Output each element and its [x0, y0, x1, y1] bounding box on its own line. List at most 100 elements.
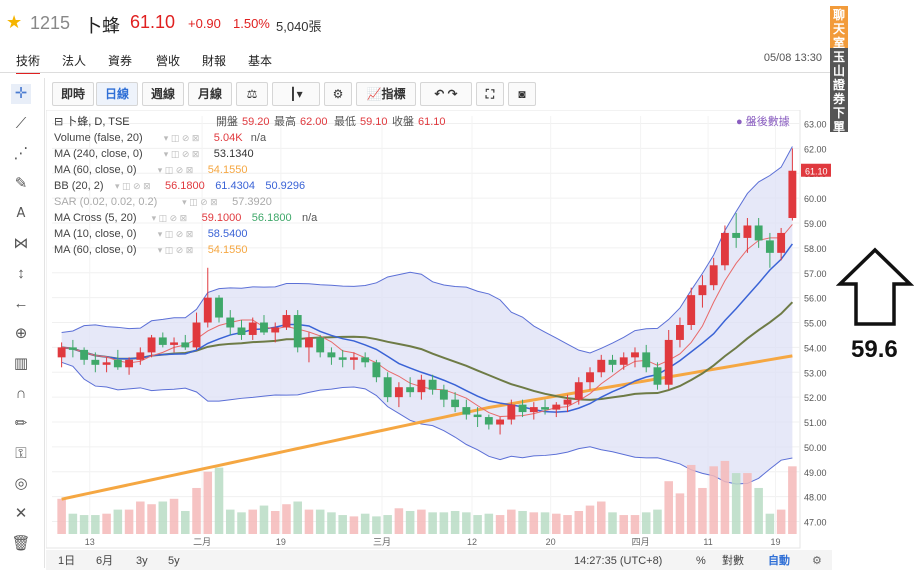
tab-margin[interactable]: 資券	[108, 54, 133, 68]
candle-body	[248, 322, 257, 335]
legend-indicator-label: MA (240, close, 0)	[54, 148, 143, 160]
tools-icon[interactable]: ✕	[14, 505, 28, 522]
volume-bar	[675, 493, 685, 534]
legend-value: 58.5400	[208, 228, 248, 240]
legend-value: 50.9296	[265, 180, 305, 192]
volume-bar	[293, 501, 302, 534]
chatroom-button[interactable]: 聊天室	[830, 6, 848, 52]
bar-tool-icon[interactable]: ▥	[13, 355, 29, 372]
candle-body	[125, 359, 134, 368]
back-arrow-icon[interactable]: ←	[13, 295, 29, 312]
tab-revenue[interactable]: 營收	[156, 54, 181, 68]
volume-bar	[360, 513, 370, 534]
volume-bar	[765, 513, 775, 534]
range-button-r3[interactable]: 3y	[136, 555, 148, 567]
x-tick-label: 三月	[373, 537, 391, 547]
legend-controls-icon: ▾ ◫ ⊘ ⊠	[164, 133, 200, 143]
candle-body	[226, 317, 235, 328]
volume-bar	[405, 510, 415, 534]
candle-body	[496, 419, 505, 425]
volume-bar	[349, 516, 359, 534]
candle-body	[698, 285, 707, 296]
pattern-icon[interactable]: ⋈	[13, 235, 29, 252]
afterhours-label: ● 盤後數據	[736, 114, 790, 128]
tab-institutional[interactable]: 法人	[62, 54, 87, 68]
magnet-icon[interactable]: ∩	[15, 385, 27, 402]
legend-indicator-label: BB (20, 2)	[54, 180, 104, 192]
eye-icon[interactable]: ◎	[14, 475, 28, 492]
tab-financials[interactable]: 財報	[202, 54, 227, 68]
crosshair-icon[interactable]: ✛	[11, 84, 31, 104]
candle-body	[147, 337, 156, 353]
candle-body	[439, 389, 448, 400]
lock-icon[interactable]: ⚿	[15, 445, 27, 462]
undo-redo-icon[interactable]: ↶ ↷	[420, 82, 472, 106]
range-button-r2[interactable]: 6月	[96, 555, 113, 567]
text-tool-icon[interactable]: A	[16, 206, 26, 221]
up-arrow-icon	[836, 247, 914, 326]
candle-body	[529, 407, 538, 413]
volume-bar	[124, 509, 134, 534]
volume-bar	[641, 512, 651, 534]
volume-bar	[574, 510, 584, 534]
monthly-button[interactable]: 月線	[188, 82, 232, 106]
volume-bar	[417, 509, 426, 534]
pencil-lock-icon[interactable]: ✏	[14, 415, 28, 432]
y-tick-label: 49.00	[804, 468, 827, 478]
volume-bar	[259, 505, 269, 534]
trash-icon[interactable]: 🗑	[11, 535, 31, 552]
indicator-button[interactable]: 📈指標	[356, 82, 416, 106]
candle-body	[417, 379, 426, 393]
divider	[0, 72, 830, 73]
range-button-r1[interactable]: 1日	[58, 555, 75, 567]
auto-toggle[interactable]: 自動	[768, 553, 790, 567]
brush-icon[interactable]: ✎	[14, 175, 28, 192]
drawing-toolbar: ✛ ⟋ ⋰ ✎ A ⋈ ↕ ← ⊕ ▥ ∩ ✏ ⚿ ◎ ✕ 🗑	[0, 78, 45, 568]
legend-close: 61.10	[418, 116, 446, 128]
volume-bar	[439, 512, 449, 534]
y-tick-label: 52.00	[804, 393, 827, 403]
fullscreen-icon[interactable]: ⛶	[476, 82, 504, 106]
camera-icon[interactable]: ◙	[508, 82, 536, 106]
daily-button[interactable]: 日線	[96, 82, 138, 106]
legend-low: 59.10	[360, 116, 388, 128]
candle-body	[507, 404, 516, 420]
log-toggle[interactable]: 對數	[722, 553, 744, 567]
legend-value: 57.3920	[232, 196, 272, 208]
realtime-button[interactable]: 即時	[52, 82, 94, 106]
percent-toggle[interactable]: %	[696, 555, 706, 567]
x-tick-label: 四月	[632, 537, 650, 547]
candle-body	[113, 359, 122, 368]
legend-controls-icon: ▾ ◫ ⊘ ⊠	[164, 149, 200, 159]
legend-value: n/a	[251, 132, 267, 144]
x-tick-label: 二月	[193, 537, 211, 547]
legend-high: 62.00	[300, 116, 328, 128]
favorite-star-icon[interactable]: ★	[6, 12, 23, 32]
candle-body	[102, 362, 111, 365]
settings-gear-icon[interactable]: ⚙	[324, 82, 352, 106]
candle-body	[68, 347, 77, 350]
x-tick-label: 19	[771, 537, 781, 547]
y-tick-label: 47.00	[804, 518, 827, 528]
weekly-button[interactable]: 週線	[142, 82, 184, 106]
measure-icon[interactable]: ↕	[17, 265, 25, 282]
price-change-percent: 1.50%	[233, 16, 270, 31]
broker-order-button[interactable]: 玉山證券下單	[830, 48, 848, 134]
tab-basics[interactable]: 基本	[248, 54, 273, 68]
compare-icon[interactable]: ⚖	[236, 82, 268, 106]
last-price-label: 61.10	[805, 167, 828, 177]
chart-style-icon[interactable]: ┃▾	[272, 82, 320, 106]
y-tick-label: 53.00	[804, 368, 827, 378]
bollinger-upper-line	[61, 146, 793, 354]
zoom-icon[interactable]: ⊕	[14, 325, 28, 342]
candlestick-chart[interactable]: 63.0062.0061.0060.0059.0058.0057.0056.00…	[45, 109, 893, 570]
candle-body	[349, 357, 358, 360]
volume-bar	[327, 512, 336, 534]
tab-technical[interactable]: 技術	[16, 52, 41, 74]
legend-value: 54.1550	[208, 244, 248, 256]
range-button-r4[interactable]: 5y	[168, 555, 180, 567]
trendline-icon[interactable]: ⟋	[15, 115, 27, 132]
fib-icon[interactable]: ⋰	[13, 145, 29, 162]
chart-area[interactable]: 63.0062.0061.0060.0059.0058.0057.0056.00…	[45, 109, 893, 570]
volume-bar	[462, 512, 471, 534]
